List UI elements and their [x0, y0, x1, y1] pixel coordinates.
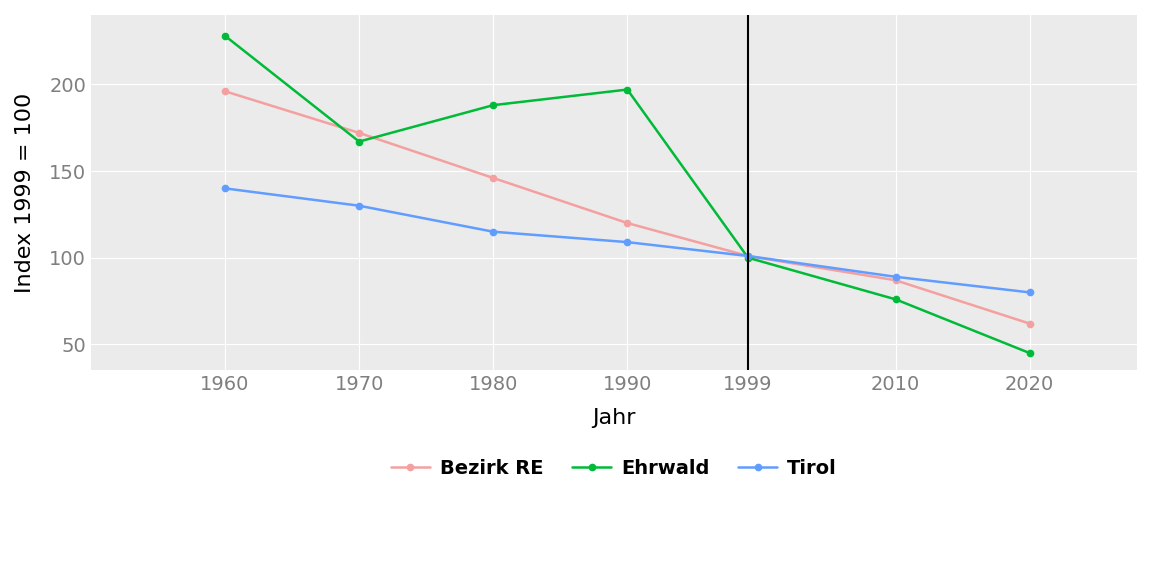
Ehrwald — [621, 86, 635, 93]
Ehrwald — [1023, 350, 1037, 357]
Tirol — [1023, 289, 1037, 296]
Line: Ehrwald: Ehrwald — [222, 33, 1033, 356]
Tirol — [888, 274, 902, 281]
Tirol — [486, 228, 500, 235]
Tirol — [741, 252, 755, 259]
Ehrwald — [741, 254, 755, 261]
Ehrwald — [353, 138, 366, 145]
Tirol — [218, 185, 232, 192]
Y-axis label: Index 1999 = 100: Index 1999 = 100 — [15, 93, 35, 293]
Bezirk RE — [621, 219, 635, 226]
Ehrwald — [486, 102, 500, 109]
Tirol — [353, 202, 366, 209]
Line: Bezirk RE: Bezirk RE — [222, 88, 1033, 327]
Bezirk RE — [486, 175, 500, 181]
Bezirk RE — [741, 252, 755, 259]
X-axis label: Jahr: Jahr — [592, 408, 636, 428]
Line: Tirol: Tirol — [222, 185, 1033, 295]
Bezirk RE — [218, 88, 232, 94]
Bezirk RE — [1023, 320, 1037, 327]
Legend: Bezirk RE, Ehrwald, Tirol: Bezirk RE, Ehrwald, Tirol — [384, 451, 844, 486]
Tirol — [621, 238, 635, 245]
Ehrwald — [218, 32, 232, 39]
Bezirk RE — [353, 130, 366, 137]
Ehrwald — [888, 296, 902, 303]
Bezirk RE — [888, 277, 902, 284]
